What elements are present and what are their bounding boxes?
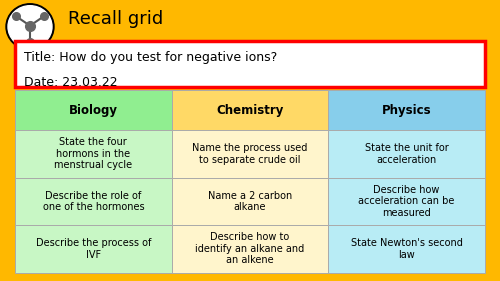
Bar (172, 90, 328, 130)
Text: Describe the process of
IVF: Describe the process of IVF (36, 238, 151, 260)
Text: Physics: Physics (382, 103, 432, 117)
Text: Name the process used
to separate crude oil: Name the process used to separate crude … (192, 143, 308, 165)
Bar (15, 130, 172, 178)
Bar (15, 178, 172, 225)
Text: State Newton's second
law: State Newton's second law (350, 238, 463, 260)
Bar (15, 225, 172, 273)
Text: State the unit for
acceleration: State the unit for acceleration (365, 143, 448, 165)
Text: Describe the role of
one of the hormones: Describe the role of one of the hormones (42, 191, 144, 212)
Bar (328, 178, 485, 225)
Text: Describe how
acceleration can be
measured: Describe how acceleration can be measure… (358, 185, 455, 218)
Bar (15, 90, 172, 130)
Text: Describe how to
identify an alkane and
an alkene: Describe how to identify an alkane and a… (196, 232, 304, 266)
FancyBboxPatch shape (15, 41, 485, 87)
Bar (328, 225, 485, 273)
Circle shape (8, 6, 52, 48)
Text: Title: How do you test for negative ions?: Title: How do you test for negative ions… (24, 51, 278, 64)
Text: Recall grid: Recall grid (68, 10, 163, 28)
Bar (328, 90, 485, 130)
Bar (328, 130, 485, 178)
Text: Name a 2 carbon
alkane: Name a 2 carbon alkane (208, 191, 292, 212)
Bar (172, 178, 328, 225)
Bar (172, 225, 328, 273)
Bar (172, 130, 328, 178)
Text: Biology: Biology (69, 103, 118, 117)
Text: Date: 23.03.22: Date: 23.03.22 (24, 76, 118, 89)
Circle shape (6, 4, 54, 50)
Text: Chemistry: Chemistry (216, 103, 284, 117)
Text: State the four
hormons in the
menstrual cycle: State the four hormons in the menstrual … (54, 137, 132, 171)
